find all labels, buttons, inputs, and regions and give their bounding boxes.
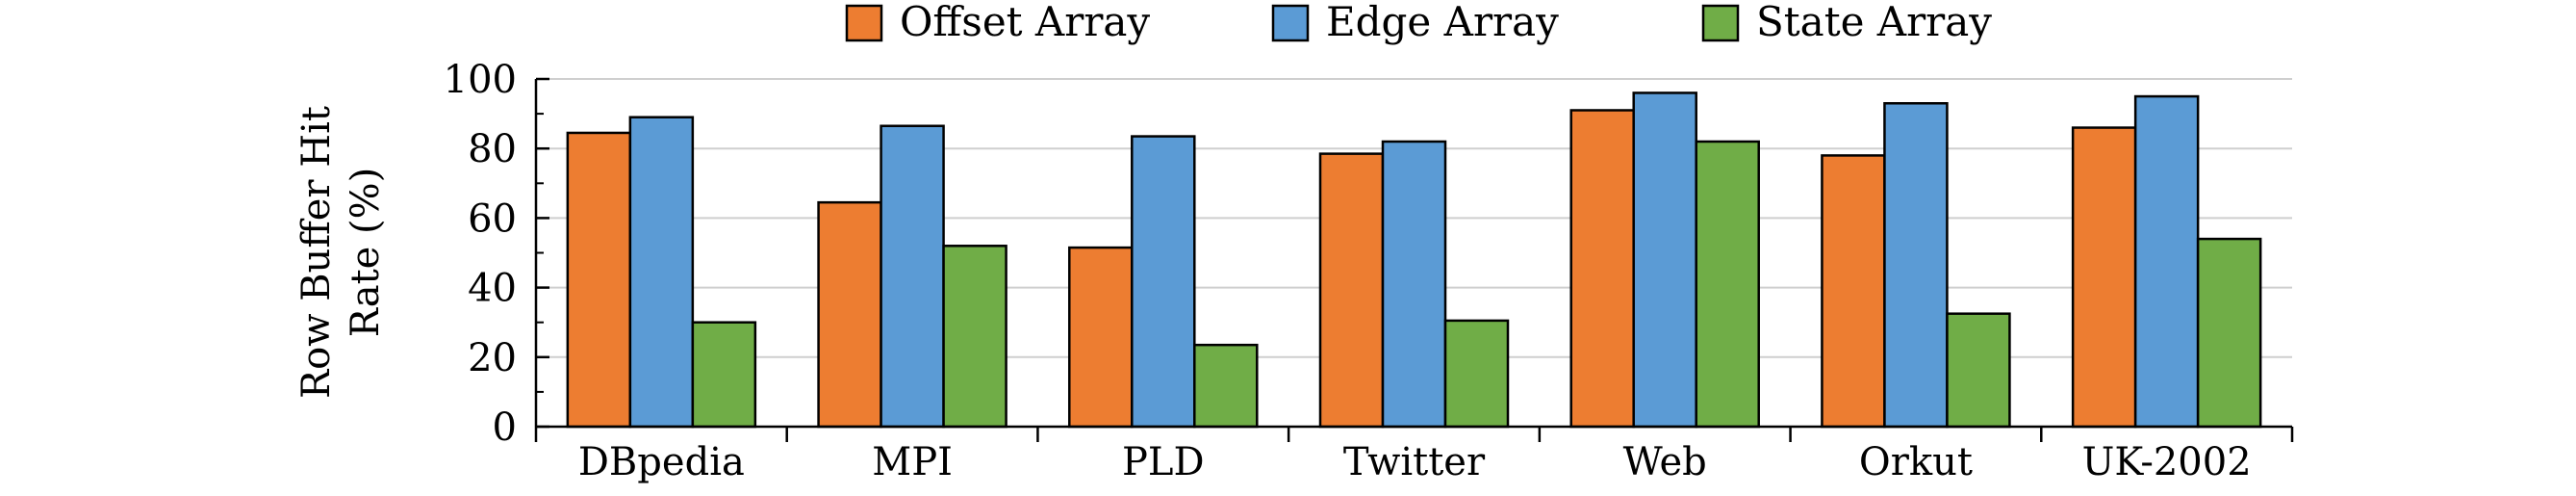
x-tick-label: UK-2002 — [2082, 440, 2252, 484]
bars — [566, 91, 2262, 429]
bar-offset-array — [566, 131, 632, 429]
bar-edge-array — [628, 116, 695, 429]
legend: Offset Array Edge Array State Array — [845, 0, 1992, 45]
x-tick-label: MPI — [872, 440, 953, 484]
bar-edge-array — [880, 124, 945, 429]
bar-state-array — [1695, 140, 1760, 429]
y-tick-label: 100 — [444, 58, 517, 102]
bar-state-array — [2196, 237, 2262, 429]
legend-swatch — [1271, 4, 1310, 42]
y-tick-label: 20 — [468, 336, 517, 380]
legend-swatch — [1701, 4, 1740, 42]
bar-offset-array — [2071, 126, 2137, 429]
y-tick-label: 80 — [468, 127, 517, 171]
x-tick-label: DBpedia — [578, 440, 745, 484]
bar-offset-array — [1068, 246, 1134, 429]
y-tick-label: 40 — [468, 267, 517, 311]
bar-state-array — [1193, 343, 1259, 429]
legend-label: Edge Array — [1326, 0, 1559, 45]
bar-state-array — [1443, 319, 1510, 429]
bar-offset-array — [817, 200, 882, 429]
x-tick-label: PLD — [1122, 440, 1205, 484]
bar-state-array — [1946, 312, 2011, 429]
y-tick-label: 60 — [468, 196, 517, 241]
y-tick-label: 0 — [493, 405, 517, 450]
bar-edge-array — [1131, 135, 1196, 429]
axes: 0 20 40 60 80 100 DBpedia MPI PLD Twitter Web Orkut… — [444, 58, 2294, 484]
bar-edge-array — [1632, 91, 1697, 429]
y-axis-title-line-2: Rate (%) — [344, 168, 388, 338]
bar-offset-array — [1318, 152, 1385, 429]
bar-state-array — [942, 245, 1007, 429]
legend-label: State Array — [1756, 0, 1992, 45]
legend-label: Offset Array — [900, 0, 1150, 45]
bar-offset-array — [1821, 154, 1886, 429]
x-tick-label: Orkut — [1859, 440, 1973, 484]
bar-offset-array — [1569, 109, 1635, 429]
y-axis-title: Row Buffer Hit Rate (%) — [294, 106, 388, 399]
x-tick-label: Web — [1623, 440, 1707, 484]
legend-swatch — [845, 4, 883, 42]
x-tick-label: Twitter — [1343, 440, 1486, 484]
bar-state-array — [691, 321, 757, 429]
bar-edge-array — [2133, 94, 2200, 429]
bar-edge-array — [1883, 102, 1949, 429]
y-axis-title-line-1: Row Buffer Hit — [294, 106, 339, 399]
bar-edge-array — [1381, 140, 1447, 429]
